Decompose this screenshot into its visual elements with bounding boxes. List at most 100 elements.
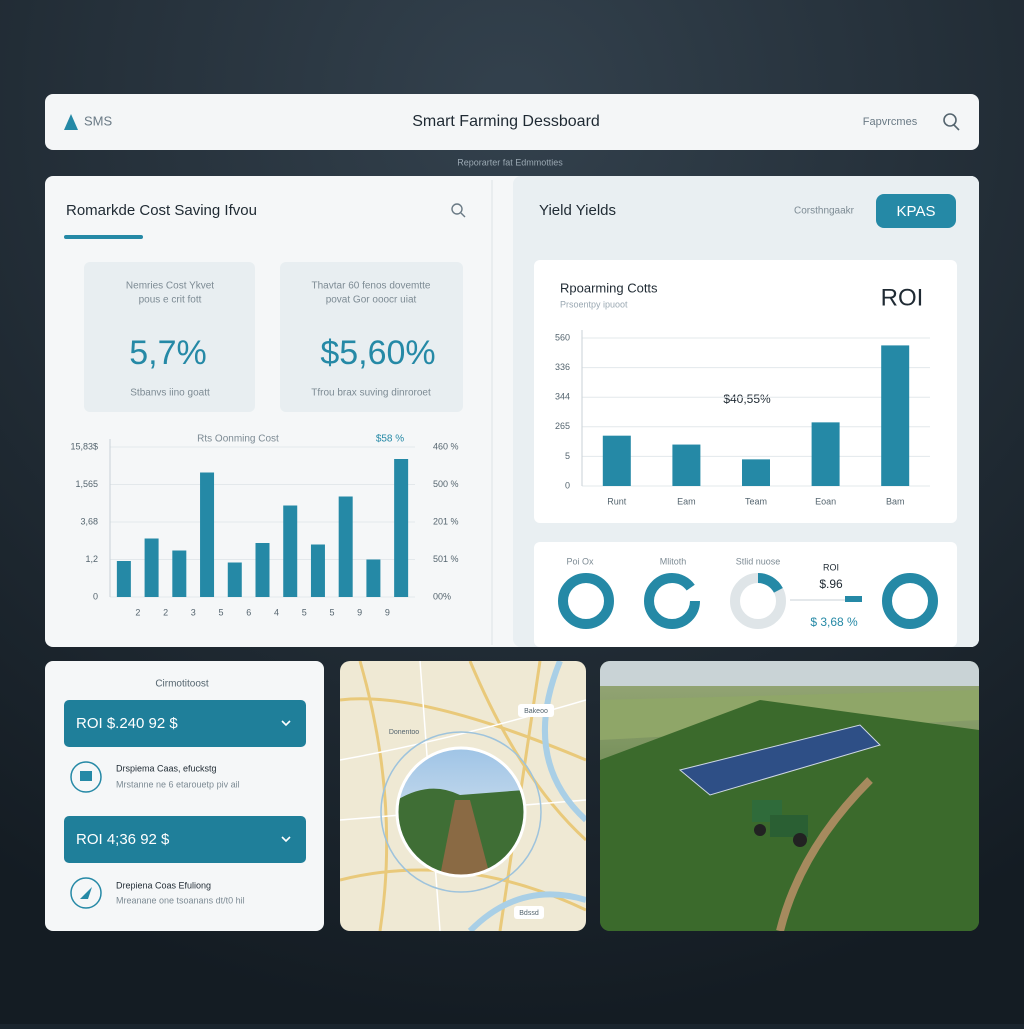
chart-subtitle: Prsoentpy ipuoot bbox=[560, 299, 628, 309]
row-icon bbox=[70, 761, 102, 793]
roi-row[interactable]: ROI $.240 92 $ bbox=[64, 700, 306, 747]
subtitle: Reporarter fat Edmmotties bbox=[457, 157, 563, 167]
farm-photo bbox=[600, 661, 979, 931]
y2-tick-label: 460 % bbox=[433, 441, 459, 451]
y-tick-label: 1,2 bbox=[85, 554, 98, 564]
chart-badge: ROI bbox=[881, 284, 924, 311]
x-tick-label: 3 bbox=[191, 607, 196, 617]
gauge bbox=[644, 573, 700, 629]
roi-bar bbox=[845, 596, 862, 602]
chart-title: Rts Oonming Cost bbox=[197, 434, 279, 445]
search-icon[interactable] bbox=[943, 113, 960, 131]
cost-title: Cirmotitoost bbox=[155, 679, 209, 690]
roi-total: $ 3,68 % bbox=[810, 615, 858, 629]
right-title: Yield Yields bbox=[539, 202, 616, 219]
header-link[interactable]: Fapvrcmes bbox=[863, 116, 918, 128]
header-bar bbox=[45, 94, 979, 150]
y-tick-label: 344 bbox=[555, 392, 570, 402]
roi-value: $.96 bbox=[819, 577, 843, 591]
bar bbox=[602, 435, 631, 486]
y-tick-label: 5 bbox=[565, 451, 570, 461]
y-tick-label: 0 bbox=[93, 591, 98, 601]
kpi-value: 5,7% bbox=[129, 334, 207, 372]
map[interactable]: Bakeoo Donentoo Bdssd bbox=[340, 661, 586, 931]
bar bbox=[227, 562, 242, 597]
bar bbox=[144, 538, 159, 597]
y2-tick-label: 201 % bbox=[433, 516, 459, 526]
bar bbox=[283, 505, 298, 597]
chart-title: Rpoarming Cotts bbox=[560, 280, 658, 295]
x-tick-label: Bam bbox=[886, 496, 905, 506]
kpi-value: $5,60% bbox=[320, 334, 435, 372]
gauge bbox=[882, 573, 938, 629]
x-tick-label: 4 bbox=[274, 607, 279, 617]
kpi-button[interactable] bbox=[876, 194, 956, 228]
bar bbox=[811, 422, 840, 486]
kpi-label: Thavtar 60 fenos dovemtte bbox=[312, 281, 431, 292]
x-tick-label: 2 bbox=[163, 607, 168, 617]
chart-annotation: $40,55% bbox=[723, 392, 771, 406]
x-tick-label: 5 bbox=[329, 607, 334, 617]
bar bbox=[338, 496, 353, 597]
kpi-card: Thavtar 60 fenos dovemtte povat Gor oooc… bbox=[280, 262, 463, 412]
row-item: Drepiena Coas Efuliong bbox=[116, 880, 211, 890]
bar bbox=[394, 459, 409, 597]
y-tick-label: 0 bbox=[565, 480, 570, 490]
row-icon-glyph bbox=[80, 887, 92, 899]
logo-icon bbox=[64, 114, 78, 130]
x-tick-label: Eam bbox=[677, 496, 696, 506]
y-tick-label: 3,68 bbox=[80, 516, 98, 526]
y2-tick-label: 500 % bbox=[433, 479, 459, 489]
bar bbox=[366, 559, 381, 597]
y-tick-label: 15,83$ bbox=[70, 441, 98, 451]
header-title: Smart Farming Dessboard bbox=[412, 113, 600, 130]
x-tick-label: Team bbox=[745, 496, 767, 506]
left-title: Romarkde Cost Saving Ifvou bbox=[66, 202, 257, 219]
gauge-fill bbox=[730, 573, 786, 629]
bar bbox=[255, 543, 270, 597]
chart-annotation: $58 % bbox=[376, 434, 404, 445]
map-label: Donentoo bbox=[389, 729, 419, 736]
row-item: Drspiema Caas, efuckstg bbox=[116, 763, 217, 773]
map-label: Bdssd bbox=[519, 910, 539, 917]
x-tick-label: 2 bbox=[135, 607, 140, 617]
y-tick-label: 560 bbox=[555, 332, 570, 342]
y2-tick-label: 00% bbox=[433, 591, 451, 601]
y-tick-label: 336 bbox=[555, 362, 570, 372]
kpi-caption: Tfrou brax suving dinroroet bbox=[311, 388, 431, 399]
kpi-button-label[interactable]: KPAS bbox=[897, 203, 936, 220]
bar bbox=[172, 550, 187, 597]
y-tick-label: 1,565 bbox=[75, 479, 98, 489]
logo: SMS bbox=[84, 113, 113, 128]
row-detail: Mrstanne ne 6 etarouetp piv ail bbox=[116, 779, 240, 789]
chart-card bbox=[534, 260, 957, 523]
bar bbox=[881, 345, 910, 486]
kpi-label: pous e crit fott bbox=[139, 295, 202, 306]
x-tick-label: 5 bbox=[219, 607, 224, 617]
gauge-label: Stlid nuose bbox=[736, 556, 781, 566]
roi-button[interactable]: ROI $.240 92 $ bbox=[76, 715, 178, 732]
kpi-label: povat Gor ooocr uiat bbox=[326, 295, 417, 306]
roi-button[interactable]: ROI 4;36 92 $ bbox=[76, 831, 170, 848]
right-note: Corsthngaakr bbox=[794, 206, 855, 217]
y2-tick-label: 501 % bbox=[433, 554, 459, 564]
gauge-card bbox=[534, 542, 957, 647]
roi-row[interactable]: ROI 4;36 92 $ bbox=[64, 816, 306, 863]
title-underline bbox=[64, 235, 143, 239]
bar bbox=[742, 459, 770, 486]
kpi-label: Nemries Cost Ykvet bbox=[126, 281, 214, 292]
x-tick-label: Runt bbox=[607, 496, 627, 506]
row-icon bbox=[70, 877, 102, 909]
kpi-card: Nemries Cost Ykvet pous e crit fott 5,7%… bbox=[84, 262, 255, 412]
x-tick-label: Eoan bbox=[815, 496, 836, 506]
row-detail: Mreanane one tsoanans dt/t0 hil bbox=[116, 895, 245, 905]
row-icon-glyph bbox=[80, 771, 92, 781]
x-tick-label: 5 bbox=[302, 607, 307, 617]
bar bbox=[116, 561, 131, 597]
gauge-label: Mlitoth bbox=[660, 556, 687, 566]
map-label: Bakeoo bbox=[524, 708, 548, 715]
kpi-caption: Stbanvs iino goatt bbox=[130, 388, 210, 399]
search-icon[interactable] bbox=[451, 203, 466, 218]
